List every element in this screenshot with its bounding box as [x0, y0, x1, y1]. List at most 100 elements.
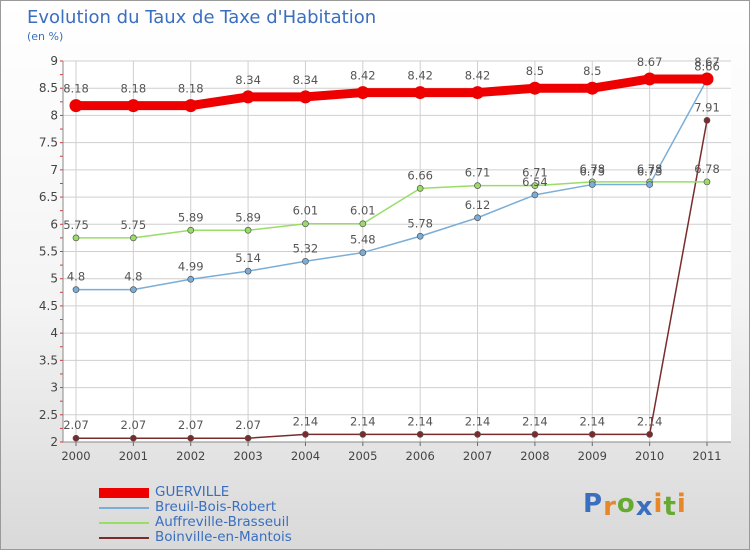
- data-label: 6.78: [579, 162, 605, 176]
- data-point: [703, 178, 711, 186]
- y-tick-label: 9: [50, 54, 58, 68]
- data-label: 5.89: [235, 210, 261, 224]
- data-label: 6.12: [465, 198, 491, 212]
- data-point: [474, 431, 481, 438]
- legend-swatch: [99, 521, 149, 524]
- y-tick-label: 8.5: [39, 81, 58, 95]
- logo-letter: i: [653, 489, 664, 519]
- data-point: [531, 182, 539, 189]
- proxiti-logo: Proxiti: [583, 489, 687, 522]
- data-point: [416, 185, 424, 192]
- logo-letter: i: [676, 489, 687, 519]
- data-point: [646, 431, 653, 438]
- data-point: [187, 226, 195, 234]
- data-label: 4.99: [178, 259, 204, 273]
- data-label: 5.14: [235, 251, 261, 265]
- x-tick-label: 2001: [119, 449, 148, 463]
- data-label: 2.07: [178, 418, 204, 432]
- data-label: 2.14: [407, 414, 433, 428]
- data-label: 4.8: [67, 270, 85, 284]
- data-label: 8.5: [583, 64, 601, 78]
- series-line: [75, 78, 708, 291]
- series-line: [75, 181, 708, 239]
- data-point: [471, 86, 485, 100]
- legend-swatch: [99, 506, 149, 509]
- data-point: [130, 434, 137, 442]
- data-label: 6.54: [522, 175, 548, 189]
- data-point: [130, 234, 137, 242]
- data-point: [359, 249, 367, 256]
- data-point: [588, 431, 596, 438]
- data-point: [126, 99, 140, 113]
- y-tick-label: 6.5: [39, 190, 58, 204]
- x-tick-label: 2009: [578, 449, 607, 463]
- y-tick-label: 5.5: [39, 245, 58, 259]
- data-label: 2.07: [63, 418, 89, 432]
- data-label: 6.01: [293, 204, 319, 218]
- data-label: 6.66: [407, 168, 433, 182]
- data-point: [528, 81, 542, 95]
- y-tick-label: 7.5: [39, 136, 58, 150]
- data-point: [244, 434, 252, 442]
- data-point: [416, 232, 424, 240]
- legend-item-guerville: GUERVILLE: [99, 485, 292, 500]
- legend-swatch: [99, 487, 149, 498]
- data-label: 8.42: [350, 69, 376, 83]
- data-point: [241, 90, 255, 104]
- data-point: [184, 99, 198, 113]
- data-label: 5.75: [63, 218, 89, 232]
- data-point: [474, 182, 481, 189]
- data-point: [69, 99, 83, 113]
- data-label: 5.32: [293, 241, 319, 255]
- data-label: 2.07: [235, 418, 261, 432]
- data-label: 8.18: [121, 82, 147, 96]
- logo-letter: P: [583, 489, 604, 519]
- x-tick-label: 2006: [406, 449, 435, 463]
- data-point: [187, 434, 195, 442]
- data-label: 8.34: [293, 73, 319, 87]
- data-label: 2.14: [465, 414, 491, 428]
- data-label: 6.73: [637, 165, 663, 179]
- data-label: 8.34: [235, 73, 261, 87]
- x-tick-label: 2010: [635, 449, 664, 463]
- data-point: [416, 431, 424, 438]
- data-point: [585, 81, 599, 95]
- data-point: [298, 90, 312, 104]
- legend-label: Boinville-en-Mantois: [155, 529, 292, 545]
- data-label: 8.67: [637, 55, 663, 69]
- data-label: 8.18: [178, 82, 204, 96]
- data-label: 6.01: [350, 204, 376, 218]
- y-tick-label: 4: [50, 326, 58, 340]
- data-point: [356, 86, 370, 100]
- data-label: 6.73: [579, 165, 605, 179]
- legend-item-breuil-bois-robert: Breuil-Bois-Robert: [99, 500, 292, 515]
- data-label: 2.07: [121, 418, 147, 432]
- data-point: [531, 191, 539, 199]
- data-point: [244, 267, 252, 275]
- data-label: 6.78: [694, 162, 720, 176]
- x-tick-label: 2005: [348, 449, 377, 463]
- x-tick-label: 2004: [291, 449, 320, 463]
- y-tick-label: 3: [50, 381, 58, 395]
- data-label: 2.14: [637, 414, 663, 428]
- y-tick-label: 4.5: [39, 299, 58, 313]
- x-tick-label: 2008: [520, 449, 549, 463]
- data-label: 8.18: [63, 82, 89, 96]
- data-point: [643, 72, 657, 86]
- data-point: [531, 431, 539, 438]
- data-label: 8.66: [694, 60, 720, 74]
- data-label: 8.42: [407, 69, 433, 83]
- legend-swatch: [99, 536, 149, 539]
- data-point: [72, 234, 80, 242]
- data-point: [302, 257, 309, 265]
- x-tick-label: 2000: [61, 449, 90, 463]
- y-tick-label: 3.5: [39, 353, 58, 367]
- data-point: [646, 181, 653, 188]
- y-tick-label: 2.5: [39, 408, 58, 422]
- x-tick-label: 2003: [233, 449, 262, 463]
- y-tick-label: 6: [50, 217, 58, 231]
- data-label: 4.8: [124, 270, 142, 284]
- data-label: 2.14: [350, 414, 376, 428]
